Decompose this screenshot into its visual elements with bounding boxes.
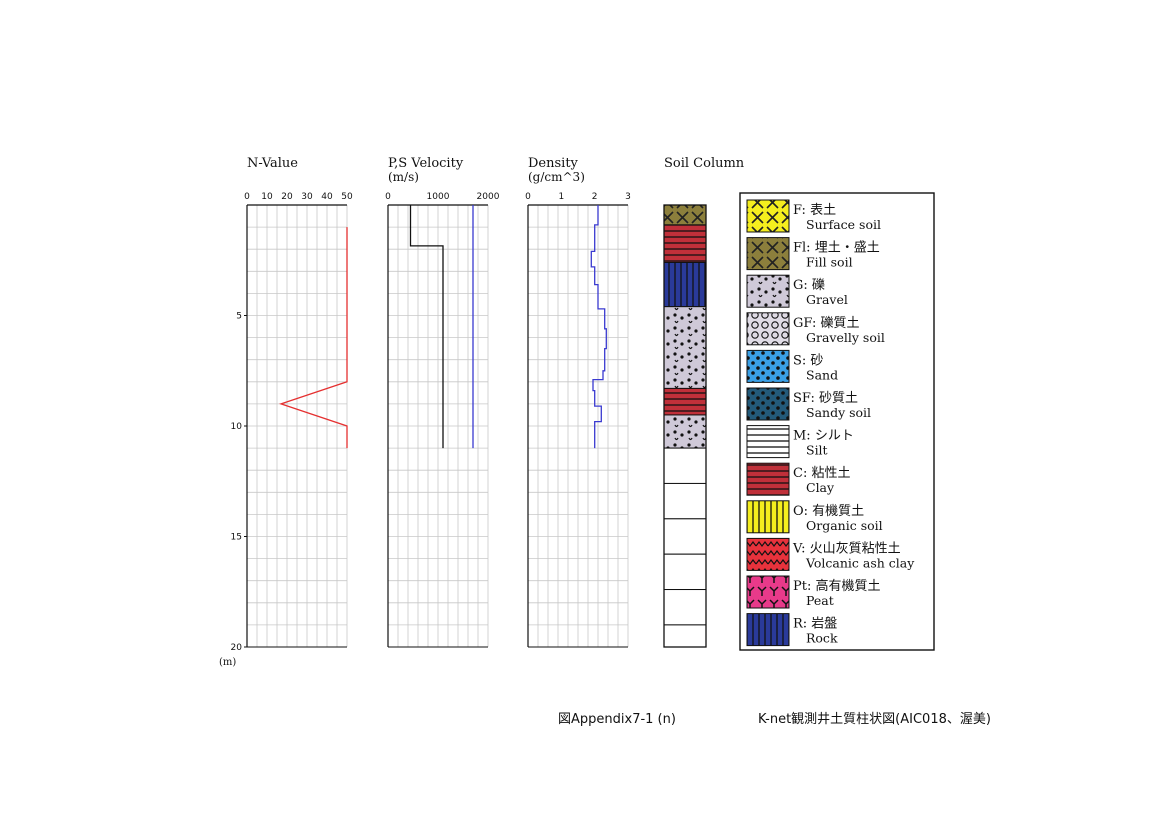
- legend-swatch-pattern: [746, 349, 790, 383]
- soil-empty-row: [663, 447, 707, 484]
- panel-1-title: P,S Velocity: [388, 156, 464, 171]
- legend-label-S: S: 砂: [793, 353, 823, 368]
- x-tick-label: 0: [525, 192, 531, 202]
- legend-swatch-pattern: [746, 500, 790, 534]
- soil-empty-row: [663, 518, 707, 555]
- legend-label-F: F: 表土: [793, 203, 836, 218]
- panel-0-title: N-Value: [247, 156, 298, 171]
- soil-layer-pattern: [663, 204, 707, 226]
- figure-number-caption: 図Appendix7-1 (n): [558, 712, 676, 727]
- x-tick-label: 2: [592, 192, 598, 202]
- legend-swatch-pattern: [746, 274, 790, 308]
- legend-english-GF: Gravelly soil: [806, 330, 885, 345]
- legend-english-F: Surface soil: [806, 217, 881, 232]
- y-tick-label: 5: [236, 312, 242, 322]
- x-tick-label: 20: [281, 192, 293, 202]
- legend-label-SF: SF: 砂質土: [793, 391, 858, 406]
- legend-english-C: Clay: [806, 480, 835, 495]
- soil-empty-row: [663, 482, 707, 520]
- y-unit-label: (m): [219, 657, 236, 668]
- legend-swatch-pattern: [746, 462, 790, 496]
- soil-layer-pattern: [663, 261, 707, 308]
- legend-english-V: Volcanic ash clay: [805, 555, 915, 570]
- legend-label-V: V: 火山灰質粘性土: [792, 541, 901, 556]
- panel-2-title: Density: [528, 156, 579, 171]
- y-tick-label: 15: [231, 533, 242, 543]
- legend-english-G: Gravel: [806, 292, 848, 307]
- legend-label-C: C: 粘性土: [793, 466, 850, 481]
- legend-label-G: G: 礫: [793, 277, 825, 293]
- soil-layer-pattern: [663, 414, 707, 449]
- legend-swatch-pattern: [746, 199, 790, 233]
- legend-english-Fl: Fill soil: [806, 255, 853, 270]
- legend-label-R: R: 岩盤: [793, 617, 837, 632]
- legend-swatch-pattern: [746, 613, 790, 647]
- legend-label-O: O: 有機質土: [793, 504, 864, 519]
- legend-label-Pt: Pt: 高有機質土: [793, 578, 880, 594]
- legend-label-GF: GF: 礫質土: [793, 315, 859, 331]
- series-line-0-0: [278, 227, 348, 449]
- legend-english-S: Sand: [806, 367, 838, 382]
- legend-swatch-pattern: [746, 425, 790, 459]
- x-tick-label: 40: [321, 192, 333, 202]
- legend-english-M: Silt: [806, 443, 828, 458]
- panel-1-subtitle: (m/s): [388, 170, 419, 184]
- legend-label-M: M: シルト: [793, 429, 854, 444]
- x-tick-label: 30: [301, 192, 313, 202]
- soil-empty-row: [663, 624, 707, 648]
- x-tick-label: 50: [341, 192, 353, 202]
- legend-swatch-pattern: [746, 537, 790, 571]
- legend-swatch-pattern: [746, 575, 790, 609]
- legend-english-O: Organic soil: [806, 518, 883, 533]
- figure-description-caption: K-net観測井土質柱状図(AIC018、渥美): [758, 712, 991, 727]
- y-tick-label: 20: [231, 643, 243, 653]
- legend-english-Pt: Peat: [806, 593, 834, 608]
- legend-english-SF: Sandy soil: [806, 405, 871, 420]
- soil-column-frame: [663, 204, 707, 648]
- x-tick-label: 0: [244, 192, 250, 202]
- series-line-2-0: [590, 205, 607, 449]
- legend-swatch-pattern: [746, 312, 790, 346]
- legend-english-R: Rock: [806, 631, 838, 646]
- y-tick-label: 10: [231, 422, 243, 432]
- x-tick-label: 10: [261, 192, 273, 202]
- x-tick-label: 1: [558, 192, 564, 202]
- soil-empty-row: [663, 553, 707, 591]
- legend-swatch-pattern: [746, 237, 790, 271]
- x-tick-label: 3: [625, 192, 631, 202]
- x-tick-label: 1000: [427, 192, 450, 202]
- series-line-1-0: [409, 205, 444, 449]
- legend-swatch-pattern: [746, 387, 790, 421]
- soil-empty-row: [663, 589, 707, 626]
- soil-layer-pattern: [663, 224, 707, 263]
- legend-label-Fl: Fl: 埋土・盛土: [793, 241, 880, 256]
- soil-column-title: Soil Column: [664, 156, 745, 171]
- x-tick-label: 2000: [477, 192, 500, 202]
- soil-layer-pattern: [663, 387, 707, 416]
- soil-layer-pattern: [663, 306, 707, 389]
- x-tick-label: 0: [385, 192, 391, 202]
- panel-2-subtitle: (g/cm^3): [528, 170, 585, 184]
